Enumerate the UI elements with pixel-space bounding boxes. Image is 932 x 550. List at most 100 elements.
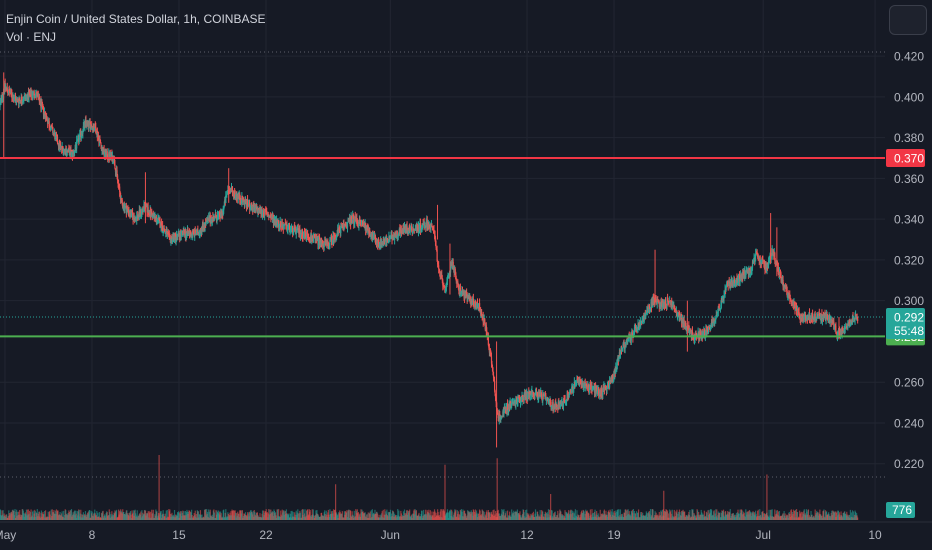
candle: [454, 268, 456, 273]
candle: [369, 235, 371, 237]
candle: [547, 397, 549, 403]
volume-bar: [350, 510, 352, 520]
volume-bar: [583, 511, 585, 520]
volume-bar: [715, 509, 717, 520]
candle: [123, 204, 125, 210]
volume-bar: [434, 511, 436, 520]
candle: [712, 323, 714, 325]
candle: [366, 224, 368, 232]
candle: [527, 392, 529, 399]
volume-bar: [461, 511, 463, 520]
candle: [703, 328, 705, 331]
candle: [769, 259, 771, 261]
candle: [436, 249, 438, 261]
volume-bar: [618, 509, 620, 520]
candle: [80, 135, 82, 138]
candle: [433, 229, 435, 233]
candle: [485, 325, 487, 331]
candle: [598, 395, 600, 396]
volume-bar: [673, 509, 675, 520]
volume-bar: [47, 511, 49, 520]
candle: [241, 195, 243, 201]
candle: [833, 326, 835, 330]
candle: [250, 209, 252, 211]
volume-bar: [402, 511, 405, 520]
volume-spike: [496, 458, 498, 520]
volume-bar: [147, 511, 149, 520]
candle: [204, 222, 206, 228]
candle: [829, 316, 831, 323]
candle: [754, 256, 756, 262]
candle: [443, 285, 445, 288]
candle: [76, 139, 78, 141]
candle: [268, 215, 270, 218]
volume-bar: [617, 509, 619, 520]
volume-bar: [63, 510, 65, 520]
candle: [174, 233, 176, 236]
candle: [569, 391, 571, 395]
volume-bar: [599, 509, 601, 520]
candle: [804, 314, 806, 318]
candle: [377, 241, 380, 244]
candle: [307, 233, 309, 239]
volume-bar: [483, 511, 485, 520]
candle: [79, 133, 81, 138]
candle: [457, 283, 459, 286]
volume-bar: [238, 513, 240, 520]
candle: [649, 309, 651, 311]
candle: [33, 91, 35, 96]
candle: [116, 175, 119, 181]
volume-bar: [646, 513, 648, 520]
candle: [362, 223, 364, 225]
candle: [673, 305, 675, 308]
candle: [46, 117, 48, 122]
volume-bar: [759, 509, 761, 520]
volume-bar: [777, 511, 780, 520]
volume-bar: [409, 509, 411, 520]
candle: [93, 128, 95, 130]
candle: [532, 394, 535, 395]
candle: [458, 285, 460, 291]
candle: [0, 98, 2, 102]
candle: [723, 295, 725, 299]
candle: [678, 315, 681, 318]
candle: [213, 218, 216, 221]
candle: [768, 260, 770, 262]
volume-bar: [590, 514, 592, 520]
candle: [799, 315, 801, 316]
candle: [770, 252, 772, 259]
volume-bar: [209, 509, 211, 520]
volume-bar: [523, 512, 525, 520]
volume-bar: [722, 509, 725, 520]
candle: [299, 234, 301, 236]
candle: [168, 234, 170, 236]
candle: [597, 389, 599, 393]
volume-bar: [207, 511, 209, 520]
volume-bar: [201, 514, 203, 520]
candle: [7, 92, 9, 94]
candle: [832, 322, 834, 324]
candle: [493, 377, 495, 381]
candle: [616, 360, 618, 365]
candle: [21, 96, 23, 102]
candle: [749, 272, 751, 274]
candle: [581, 382, 583, 386]
volume-bar: [169, 513, 171, 520]
candle: [784, 285, 786, 288]
volume-bar: [492, 510, 494, 520]
candle: [837, 330, 839, 335]
candle: [106, 151, 108, 158]
candle: [333, 234, 336, 237]
volume-bar: [706, 512, 708, 520]
candle: [272, 216, 274, 218]
volume-bar: [455, 509, 457, 520]
candle: [301, 229, 304, 237]
candle: [646, 310, 648, 313]
candle: [497, 412, 499, 414]
candle: [19, 99, 21, 101]
candle: [511, 402, 513, 404]
candle: [661, 301, 664, 308]
volume-bar: [689, 510, 691, 520]
